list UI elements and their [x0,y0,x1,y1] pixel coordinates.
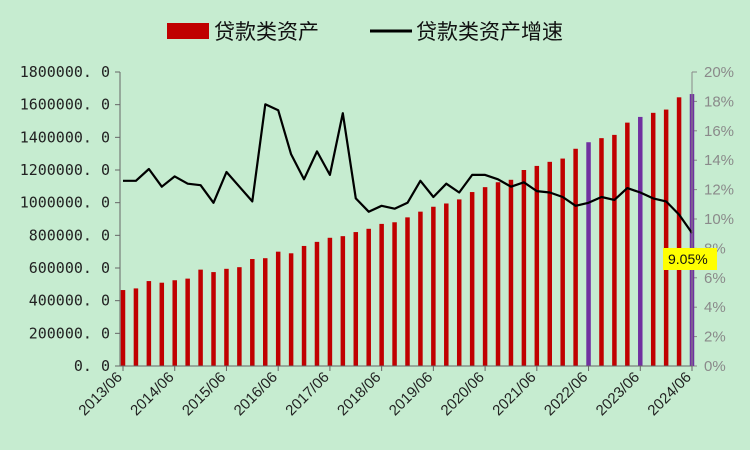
x-tick-label: 2016/06 [231,369,281,419]
y-left-tick-label: 600000. 0 [29,259,110,277]
bar-highlighted [638,116,643,367]
last-value-annotation: 9.05% [663,248,717,270]
bar [366,228,371,366]
x-tick-label: 2013/06 [75,369,125,419]
bar [599,138,604,366]
bar [444,203,449,366]
bar [301,245,307,366]
bar [211,272,216,366]
x-axis: 2013/06 2014/06 2015/06 2016/06 2017/06 2018/… [75,366,695,419]
growth-line [123,103,693,234]
bar [288,253,294,366]
x-tick-label: 2017/06 [282,369,332,419]
legend-line-label: 贷款类资产增速 [416,20,563,44]
x-tick-label: 2018/06 [334,369,384,419]
bar [534,165,540,366]
bar [146,281,152,366]
y-right-tick-label: 20% [704,64,734,81]
legend-bar-swatch [167,23,209,39]
bar [392,222,397,366]
bar [560,158,565,366]
y-left-tick-label: 1400000. 0 [20,128,110,146]
bar-highlighted [586,142,591,366]
bar [676,97,682,367]
bar [573,148,578,366]
bar [159,282,165,366]
y-right-tick-label: 16% [704,123,734,140]
growth-line-series [123,103,693,234]
y-right-tick-label: 2% [704,329,726,346]
x-tick-label: 2020/06 [438,369,488,419]
legend: 贷款类资产 贷款类资产增速 [167,20,563,44]
bar [469,192,475,366]
y-right-tick-label: 14% [704,152,734,169]
bar [172,280,177,366]
bar [340,236,346,366]
y-right-tick-label: 6% [704,270,726,287]
x-tick-label: 2024/06 [644,369,694,419]
bar [547,161,552,366]
bar [456,199,462,366]
annotation-box [663,248,717,270]
bar [650,112,656,366]
y-axis-right: 0%2%4%6%8%10%12%14%16%18%20% [692,64,734,375]
y-left-tick-label: 1600000. 0 [20,96,110,114]
x-tick-label: 2022/06 [541,369,591,419]
bar [120,290,126,366]
bar [521,170,527,366]
bar [224,268,229,366]
bar [612,134,617,366]
y-left-tick-label: 0. 0 [74,357,110,375]
y-left-tick-label: 1200000. 0 [20,161,110,179]
bar [133,288,139,366]
y-right-tick-label: 0% [704,358,726,375]
bar [405,217,410,366]
y-axis-left: 0. 0 200000. 0 400000. 0 600000. 0 800000. 0… [20,63,120,375]
bar [508,179,514,366]
y-left-tick-label: 1000000. 0 [20,194,110,212]
annotation-text: 9.05% [668,251,708,267]
bar [185,278,190,366]
bar [353,232,359,366]
y-left-tick-label: 800000. 0 [29,226,110,244]
bar [314,241,320,366]
bar-series [120,94,695,367]
y-left-tick-label: 200000. 0 [29,324,110,342]
x-tick-label: 2023/06 [593,369,643,419]
bar [431,206,436,366]
x-tick-label: 2015/06 [179,369,229,419]
y-left-tick-label: 1800000. 0 [20,63,110,81]
bar [625,122,630,366]
bar [418,211,423,366]
bar [237,267,242,366]
x-tick-label: 2019/06 [386,369,436,419]
bar [482,187,488,366]
bar [250,259,255,366]
y-right-tick-label: 18% [704,93,734,110]
bar [495,182,501,366]
legend-bar-label: 贷款类资产 [214,20,319,44]
y-left-tick-label: 400000. 0 [29,292,110,310]
bar [379,223,384,366]
x-tick-label: 2021/06 [489,369,539,419]
bar [327,237,333,366]
y-right-tick-label: 4% [704,299,726,316]
axes [119,72,693,367]
x-tick-label: 2014/06 [127,369,177,419]
y-right-tick-label: 12% [704,182,734,199]
y-right-tick-label: 10% [704,211,734,228]
bar [263,258,268,366]
bar [663,109,669,367]
bar [275,251,281,366]
bar [198,269,203,366]
